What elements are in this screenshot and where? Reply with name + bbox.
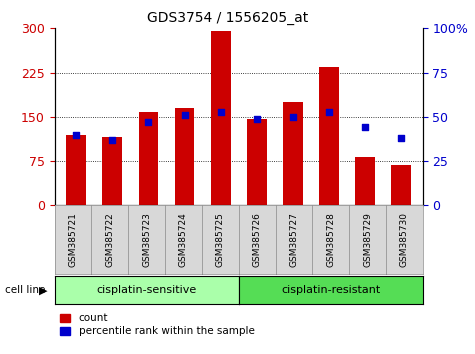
Point <box>145 119 152 125</box>
Text: cisplatin-resistant: cisplatin-resistant <box>281 285 380 295</box>
Text: GSM385724: GSM385724 <box>179 212 188 267</box>
Bar <box>355 157 375 205</box>
Legend: count, percentile rank within the sample: count, percentile rank within the sample <box>60 313 255 336</box>
Text: GSM385728: GSM385728 <box>326 212 335 267</box>
Bar <box>283 102 303 205</box>
Bar <box>175 108 194 205</box>
Point <box>253 116 260 121</box>
Point <box>217 109 225 114</box>
Text: GSM385723: GSM385723 <box>142 212 151 267</box>
Text: GSM385725: GSM385725 <box>216 212 225 267</box>
Bar <box>66 135 86 205</box>
Bar <box>247 119 266 205</box>
Point <box>109 137 116 143</box>
Text: GSM385729: GSM385729 <box>363 212 372 267</box>
Point <box>325 109 332 114</box>
Point <box>181 112 189 118</box>
Text: GDS3754 / 1556205_at: GDS3754 / 1556205_at <box>147 11 309 25</box>
Text: GSM385722: GSM385722 <box>105 212 114 267</box>
Bar <box>319 67 339 205</box>
Bar <box>139 112 158 205</box>
Point <box>73 132 80 137</box>
Point <box>361 125 369 130</box>
Point <box>397 135 405 141</box>
Text: GSM385726: GSM385726 <box>253 212 262 267</box>
Text: cisplatin-sensitive: cisplatin-sensitive <box>96 285 197 295</box>
Bar <box>211 31 230 205</box>
Text: ▶: ▶ <box>39 285 48 295</box>
Text: GSM385730: GSM385730 <box>400 212 409 267</box>
Text: GSM385721: GSM385721 <box>68 212 77 267</box>
Text: cell line: cell line <box>5 285 45 295</box>
Text: GSM385727: GSM385727 <box>289 212 298 267</box>
Bar <box>103 137 122 205</box>
Point <box>289 114 296 120</box>
Bar <box>391 165 411 205</box>
